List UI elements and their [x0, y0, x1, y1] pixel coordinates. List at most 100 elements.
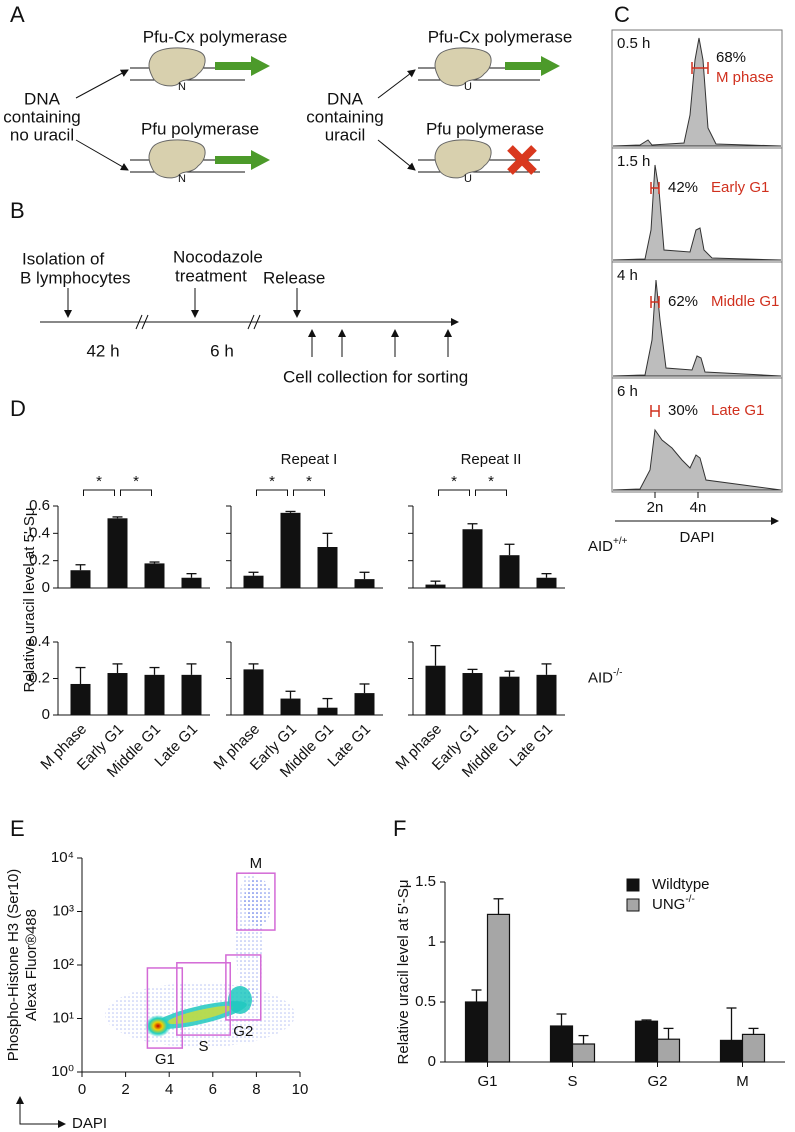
bar [719, 1039, 744, 1063]
panel-a: A DNA containing no uracil Pfu-Cx polyme… [3, 2, 572, 185]
cloud [244, 878, 272, 926]
error-bar [186, 573, 197, 578]
axis-arrows [19, 1100, 62, 1125]
y-tick-label: 0.2 [29, 552, 50, 569]
bar [317, 707, 338, 715]
error-bar [285, 510, 296, 513]
bar [656, 1038, 681, 1063]
x-axis-label: DAPI [72, 1115, 107, 1132]
error-bar [541, 663, 552, 675]
source-text: DNA [24, 89, 61, 108]
x-tick-label: M [736, 1073, 749, 1090]
bar [70, 570, 91, 588]
base-label: U [464, 81, 472, 93]
y-tick-label: 0.6 [29, 497, 50, 514]
gate-label: S [199, 1038, 209, 1055]
x-tick-label: 6 [209, 1081, 217, 1098]
base-label: N [178, 173, 186, 185]
panel-b: B Isolation of B lymphocytes Nocodazole … [10, 198, 468, 387]
significance-bracket [256, 489, 288, 496]
error-bar [663, 1027, 674, 1040]
panel-label: C [614, 2, 630, 27]
significance-star: * [269, 473, 275, 490]
bar [486, 913, 511, 1063]
density-cloud [105, 870, 295, 1047]
legend-swatch [626, 898, 640, 912]
bar [462, 673, 483, 715]
bar [107, 518, 128, 588]
gate [146, 967, 184, 1049]
gate-marker [650, 405, 660, 417]
arrow [75, 139, 129, 171]
legend-label: Wildtype [652, 876, 710, 893]
panel-label: E [10, 816, 25, 841]
error-bar [285, 690, 296, 699]
bar [634, 1020, 659, 1063]
gate-label: G2 [233, 1023, 253, 1040]
arrow [377, 69, 416, 99]
error-bar [75, 564, 86, 571]
axis-break [135, 314, 261, 330]
interval-label: 42 h [86, 341, 119, 360]
panel-label: B [10, 198, 25, 223]
error-bar [248, 571, 259, 576]
bar [280, 698, 301, 715]
event-text: Nocodazole [173, 247, 263, 266]
error-bar [359, 571, 370, 580]
axis-label: DAPI [679, 529, 714, 546]
bar [571, 1043, 596, 1063]
tick-label: 2n [647, 499, 664, 516]
y-tick-label: 10³ [52, 902, 74, 919]
time-label: 1.5 h [617, 153, 650, 170]
error-bar [149, 666, 160, 675]
y-tick-label: 0.2 [29, 669, 50, 686]
error-bar [248, 663, 259, 670]
error-bar [322, 697, 333, 708]
phase-label: Middle G1 [711, 293, 779, 310]
x-tick-label: 4 [165, 1081, 173, 1098]
event-text: Isolation of [22, 249, 104, 268]
legend-label-sup: -/- [685, 894, 694, 905]
error-bar [430, 580, 441, 585]
enzyme-label: Pfu polymerase [141, 119, 259, 138]
base-label: U [464, 173, 472, 185]
phase-label: M phase [716, 69, 774, 86]
error-bar [322, 532, 333, 547]
percent-label: 62% [668, 293, 698, 310]
percent-label: 30% [668, 402, 698, 419]
x-tick-label: 10 [292, 1081, 309, 1098]
error-bar [578, 1034, 589, 1044]
bar [536, 674, 557, 715]
significance-bracket [438, 489, 470, 496]
x-tick-label: G1 [477, 1073, 497, 1090]
error-bar [471, 989, 482, 1002]
y-tick-label: 0 [42, 579, 50, 596]
phase-label: Early G1 [711, 179, 769, 196]
significance-star: * [96, 473, 102, 490]
row-label: AID-/- [588, 667, 622, 686]
cloud [145, 1015, 171, 1037]
x-tick-label: 2 [121, 1081, 129, 1098]
cloud [228, 986, 252, 1014]
source-text: uracil [325, 125, 366, 144]
event-text: B lymphocytes [20, 268, 131, 287]
y-tick-label: 1 [428, 933, 436, 950]
block-mark [507, 145, 537, 175]
y-tick-label: 10² [52, 956, 74, 973]
arrow [75, 69, 129, 99]
bar [243, 575, 264, 588]
collection-label: Cell collection for sorting [283, 367, 468, 386]
phase-label: Late G1 [711, 402, 764, 419]
error-bar [112, 516, 123, 519]
y-tick-label: 10¹ [52, 1009, 74, 1026]
x-tick-label: G2 [647, 1073, 667, 1090]
chart-title: Repeat I [281, 451, 338, 468]
y-tick-label: 0 [428, 1053, 436, 1070]
y-axis-label: Relative uracil level at 5'-Sμ [21, 508, 38, 693]
bar [144, 563, 165, 588]
gate-label: M [250, 855, 263, 872]
source-text: containing [3, 107, 81, 126]
row-label-sup: -/- [613, 667, 622, 678]
legend-label-main: UNG [652, 896, 685, 913]
